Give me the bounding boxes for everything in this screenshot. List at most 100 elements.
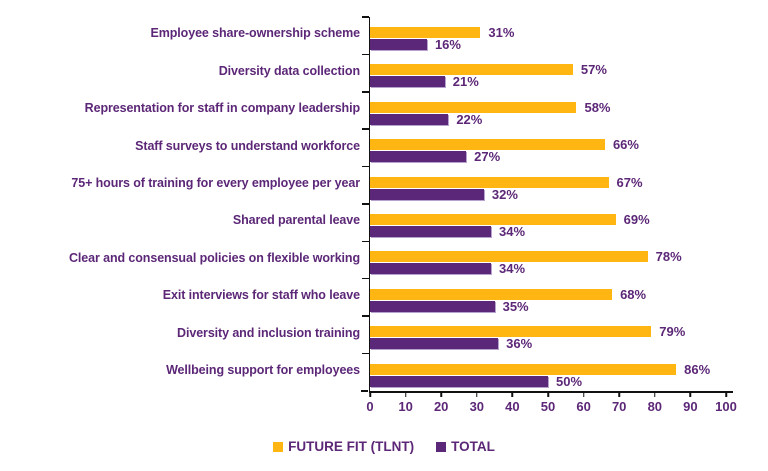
x-axis-tick-label: 10 [398, 399, 413, 414]
category-label: Shared parental leave [232, 213, 360, 228]
bar-area: 57% 21% [362, 53, 768, 92]
bar-area: 66% 27% [362, 128, 768, 167]
legend-label-total: TOTAL [451, 439, 495, 454]
chart-row: Exit interviews for staff who leave 68% 35… [0, 277, 768, 317]
bar-group: 66% 27% [370, 137, 768, 165]
x-axis-tick-label: 70 [611, 399, 627, 414]
value-label: 35% [502, 298, 529, 314]
x-axis-tick [654, 391, 656, 397]
bar-area: 86% 50% [362, 352, 768, 391]
bar-group: 57% 21% [370, 62, 768, 90]
future-fit-bar [370, 213, 616, 225]
category-label: Diversity data collection [218, 63, 360, 78]
legend-swatch-future-fit-icon [273, 441, 284, 452]
value-label: 34% [499, 223, 526, 239]
x-axis-tick [440, 391, 442, 397]
bar-area: 79% 36% [362, 315, 768, 354]
bar-line: 79% [370, 324, 768, 340]
category-label: Clear and consensual policies on flexibl… [68, 250, 360, 265]
value-label: 86% [684, 361, 711, 377]
bar-line: 69% [370, 211, 768, 227]
chart-row: Staff surveys to understand workforce 66%… [0, 128, 768, 167]
value-label: 69% [623, 211, 650, 227]
legend-swatch-total-icon [436, 441, 447, 452]
bar-group: 68% 35% [370, 288, 768, 314]
total-bar [370, 113, 449, 125]
chart-row: 75+ hours of training for every employee… [0, 165, 768, 204]
category-label: Representation for staff in company lead… [84, 101, 360, 116]
category-label: Exit interviews for staff who leave [162, 288, 360, 303]
future-fit-bar [370, 64, 573, 76]
chart-row: Clear and consensual policies on flexibl… [0, 240, 768, 279]
value-label: 21% [452, 74, 479, 90]
value-label: 31% [488, 25, 515, 40]
legend: FUTURE FIT (TLNT) TOTAL [0, 440, 768, 454]
total-bar [370, 263, 492, 275]
bar-line: 36% [370, 336, 768, 352]
bar-line: 35% [370, 298, 768, 314]
bar-line: 27% [370, 149, 768, 165]
x-axis-tick [511, 391, 514, 397]
chart-row: Diversity and inclusion training 79% 36% [0, 315, 768, 354]
total-bar [370, 225, 492, 237]
value-label: 78% [655, 249, 682, 265]
value-label: 32% [491, 186, 518, 202]
bar-area: 31% 16% [362, 16, 768, 55]
bar-group: 79% 36% [370, 324, 768, 352]
value-label: 36% [506, 336, 533, 352]
value-label: 16% [434, 37, 461, 52]
total-bar [370, 188, 484, 200]
bar-line: 31% [370, 25, 768, 40]
chart-row: Employee share-ownership scheme 31% 16% [0, 16, 768, 55]
future-fit-bar [370, 288, 613, 300]
bar-line: 21% [370, 74, 768, 90]
total-bar [370, 151, 467, 163]
bar-line: 16% [370, 37, 768, 52]
bar-line: 68% [370, 288, 768, 301]
bar-line: 32% [370, 186, 768, 202]
bar-group: 31% 16% [370, 25, 768, 52]
value-label: 34% [499, 261, 526, 277]
bar-line: 58% [370, 99, 768, 115]
category-label: Wellbeing support for employees [166, 362, 360, 377]
x-axis-tick [404, 391, 407, 397]
future-fit-bar [370, 139, 605, 151]
value-label: 57% [580, 62, 607, 78]
value-label: 27% [474, 149, 501, 165]
total-bar [370, 76, 445, 88]
bar-group: 58% 22% [370, 99, 768, 126]
bar-line: 34% [370, 223, 768, 239]
bar-area: 67% 32% [362, 165, 768, 204]
value-label: 58% [584, 99, 611, 115]
value-label: 79% [659, 324, 686, 340]
future-fit-bar [370, 101, 577, 113]
x-axis-tick [547, 391, 549, 397]
category-label: Employee share-ownership scheme [150, 26, 361, 41]
category-label: Staff surveys to understand workforce [135, 138, 360, 153]
x-axis-tick-label: 50 [540, 399, 556, 414]
future-fit-bar [370, 27, 481, 38]
x-axis-tick-label: 40 [505, 399, 520, 414]
x-axis-tick-label: 60 [576, 399, 591, 414]
value-label: 66% [612, 137, 639, 153]
chart-row: Shared parental leave 69% 34% [0, 203, 768, 242]
total-bar [370, 300, 495, 312]
future-fit-bar [370, 251, 648, 263]
total-bar [370, 39, 427, 50]
x-axis-line [369, 391, 733, 393]
bar-line: 34% [370, 261, 768, 277]
future-fit-bar [370, 326, 652, 338]
x-axis-ticks: 0 10 20 30 40 50 60 70 80 90 100 [366, 391, 737, 421]
future-fit-bar [370, 176, 609, 188]
x-axis-tick-label: 0 [366, 399, 374, 414]
bar-line: 86% [370, 361, 768, 377]
bar-group: 86% 50% [370, 361, 768, 388]
value-label: 67% [616, 174, 643, 190]
bar-line: 57% [370, 62, 768, 78]
bar-area: 69% 34% [362, 203, 768, 242]
bar-line: 67% [370, 174, 768, 190]
category-label: Diversity and inclusion training [177, 325, 360, 340]
bar-group: 67% 32% [370, 174, 768, 202]
bar-group: 78% 34% [370, 249, 768, 277]
